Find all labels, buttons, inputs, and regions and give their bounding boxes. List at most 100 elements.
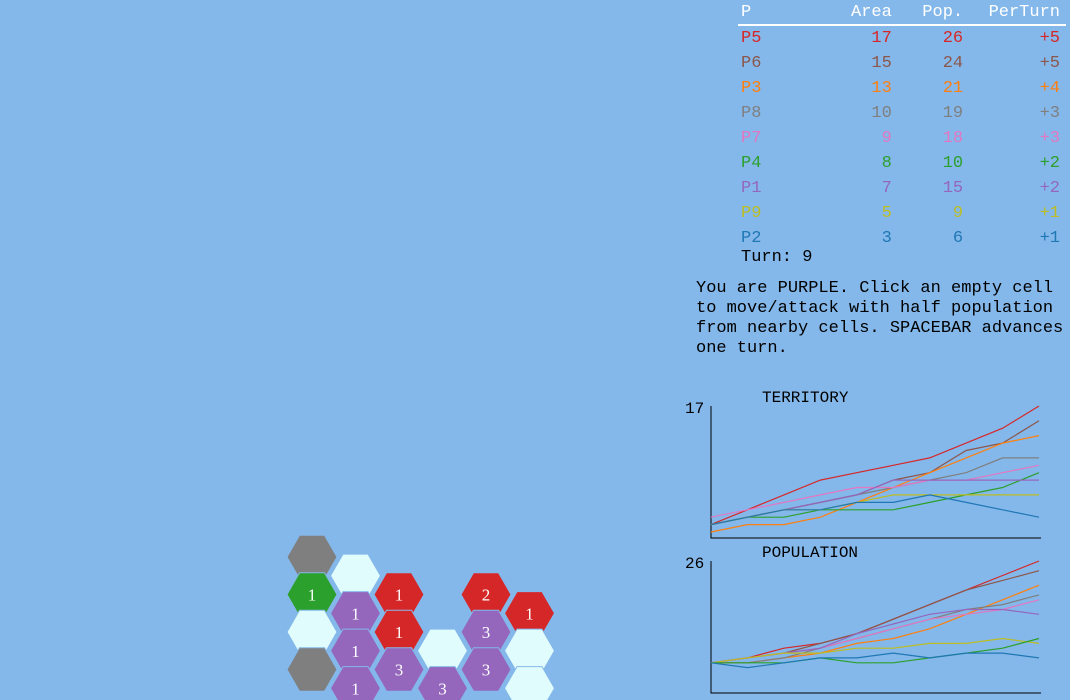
- stats-row-p8: P8 10 19 +3: [738, 101, 1066, 126]
- hex-population: 1: [525, 604, 534, 623]
- player-name: P4: [741, 154, 762, 173]
- stats-row-p1: P1 7 15 +2: [738, 176, 1066, 201]
- hex-population: 3: [395, 661, 404, 680]
- player-name: P5: [741, 29, 762, 48]
- player-per-turn: +4: [1039, 79, 1060, 98]
- player-per-turn: +2: [1039, 154, 1060, 173]
- hex-population: 3: [438, 679, 447, 698]
- hex-cell-p1[interactable]: 3: [460, 647, 512, 692]
- player-area: 7: [881, 179, 892, 198]
- stats-row-p9: P9 5 9 +1: [738, 201, 1066, 226]
- chart-axes: [710, 406, 1041, 539]
- hex-cell-p1[interactable]: 1: [329, 666, 382, 700]
- hex-population: 3: [482, 661, 491, 680]
- empty-hex-cell[interactable]: [503, 666, 556, 700]
- header-per-turn: PerTurn: [963, 2, 1066, 26]
- hex-cell-p1[interactable]: 3: [460, 609, 512, 655]
- series-line-p2: [710, 494, 1040, 526]
- player-per-turn: +1: [1039, 204, 1060, 223]
- series-line-p3: [711, 584, 1040, 664]
- empty-hex-cell[interactable]: [503, 628, 556, 673]
- hex-cell-p4[interactable]: 1: [286, 572, 338, 617]
- series-line-p6: [710, 570, 1040, 664]
- hex-cell-p5[interactable]: 2: [460, 572, 512, 617]
- player-name: P6: [741, 54, 762, 73]
- hex-population: 3: [482, 623, 491, 642]
- player-name: P2: [741, 229, 762, 248]
- header-area: Area: [812, 2, 892, 26]
- header-player: P: [738, 2, 813, 26]
- turn-counter: Turn: 9: [741, 248, 812, 267]
- empty-hex-cell[interactable]: [329, 553, 382, 598]
- series-line-p4: [711, 637, 1040, 664]
- series-line-p5: [710, 560, 1040, 664]
- chart-title: TERRITORY: [762, 389, 849, 407]
- hex-cell-p5[interactable]: 1: [373, 572, 425, 617]
- player-per-turn: +5: [1039, 29, 1060, 48]
- series-line-p5: [710, 405, 1040, 526]
- player-population: 6: [952, 229, 964, 248]
- player-area: 8: [881, 154, 892, 173]
- hex-cell-p8[interactable]: [286, 534, 338, 580]
- player-name: P3: [741, 79, 762, 98]
- series-line-p9: [710, 637, 1040, 664]
- player-population: 15: [942, 179, 964, 198]
- series-line-p3: [710, 435, 1040, 533]
- player-name: P8: [741, 104, 762, 123]
- player-per-turn: +3: [1039, 129, 1060, 148]
- hex-population: 1: [351, 642, 360, 661]
- hex-cell-p8[interactable]: [286, 647, 338, 692]
- series-line-p4: [710, 472, 1040, 526]
- empty-hex-cell[interactable]: [416, 628, 469, 673]
- player-area: 5: [881, 204, 892, 223]
- player-name: P1: [741, 179, 762, 198]
- instructions-text: You are PURPLE. Click an empty cell to m…: [696, 279, 1064, 358]
- stats-row-p3: P3 13 21 +4: [738, 76, 1066, 101]
- series-line-p6: [710, 420, 1040, 526]
- stats-row-p7: P7 9 18 +3: [738, 126, 1066, 151]
- player-name: P9: [741, 204, 762, 223]
- stats-row-p4: P4 8 10 +2: [738, 151, 1066, 176]
- hex-cell-p1[interactable]: 1: [329, 591, 382, 636]
- player-area: 9: [881, 129, 892, 148]
- series-line-p2: [710, 652, 1040, 669]
- hex-population: 1: [395, 623, 404, 642]
- turn-value: 9: [802, 248, 813, 267]
- player-population: 19: [942, 104, 964, 123]
- hex-cell-p1[interactable]: 3: [373, 647, 425, 692]
- player-population: 10: [942, 154, 964, 173]
- stats-header-row: P Area Pop. PerTurn: [738, 2, 1066, 26]
- header-population: Pop.: [891, 2, 964, 26]
- hex-cell-p1[interactable]: 3: [416, 666, 469, 700]
- player-population: 24: [942, 54, 964, 73]
- player-per-turn: +5: [1039, 54, 1060, 73]
- y-max-label: 17: [685, 400, 704, 418]
- player-per-turn: +2: [1039, 179, 1060, 198]
- hex-population: 1: [308, 586, 317, 605]
- chart-title: POPULATION: [762, 544, 858, 562]
- turn-label: Turn:: [741, 248, 793, 267]
- population-chart: POPULATION 26: [685, 544, 1041, 694]
- stats-row-p5: P5 17 26 +5: [738, 25, 1066, 51]
- player-area: 17: [871, 29, 892, 48]
- territory-chart: TERRITORY 17: [685, 389, 1041, 539]
- player-per-turn: +1: [1039, 229, 1060, 248]
- y-max-label: 26: [685, 555, 704, 573]
- player-population: 9: [952, 204, 964, 223]
- player-area: 10: [871, 104, 892, 123]
- stats-row-p2: P2 3 6 +1: [738, 226, 1066, 251]
- hex-population: 2: [482, 586, 491, 605]
- hex-cell-p5[interactable]: 1: [503, 591, 556, 636]
- player-area: 3: [881, 229, 892, 248]
- player-stats-table: P Area Pop. PerTurn P5 17 26 +5 P6 15 24 +5 P3 13…: [738, 2, 1066, 251]
- hex-cell-p1[interactable]: 1: [329, 628, 382, 673]
- empty-hex-cell[interactable]: [286, 609, 338, 655]
- hex-population: 1: [351, 604, 360, 623]
- hex-population: 1: [351, 679, 360, 698]
- player-name: P7: [741, 129, 762, 148]
- hex-population: 1: [395, 586, 404, 605]
- player-area: 13: [871, 79, 892, 98]
- chart-axes: [710, 561, 1041, 694]
- player-population: 26: [942, 29, 964, 48]
- hex-cell-p5[interactable]: 1: [373, 609, 425, 655]
